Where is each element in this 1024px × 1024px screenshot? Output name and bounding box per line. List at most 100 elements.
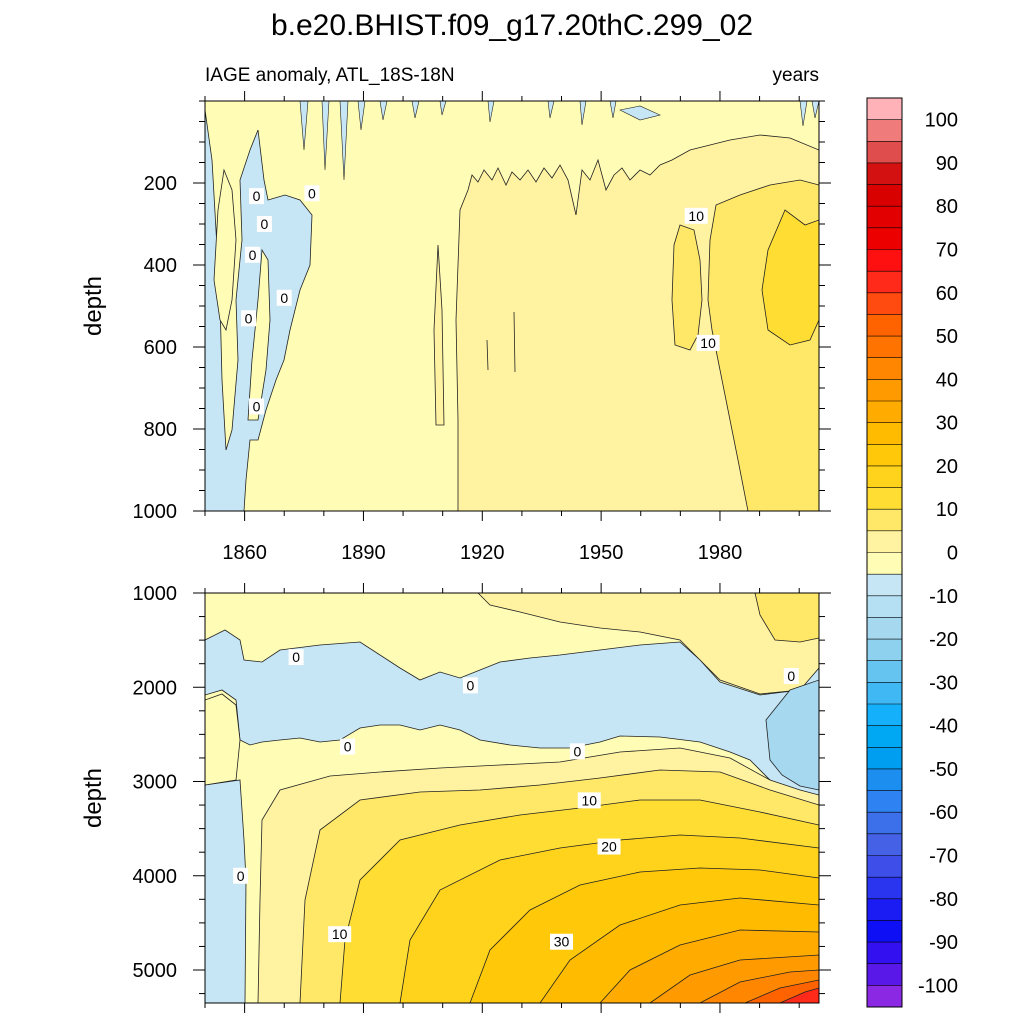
subtitle-right: years	[773, 65, 819, 86]
colorbar-box	[867, 768, 902, 791]
top-ylabel: depth	[80, 276, 107, 336]
top-contour-label: 0	[253, 188, 261, 204]
bottom-contour-fill	[205, 593, 819, 1003]
bot-contour-label-bg	[783, 667, 799, 684]
bot-band-neg-core	[765, 679, 819, 791]
bot-contour-label: 0	[467, 677, 475, 693]
bot-contour-label-bg	[577, 792, 601, 809]
top-contour-label: 0	[249, 247, 257, 263]
top-xtick-label: 1950	[579, 542, 624, 564]
colorbar-box	[867, 942, 902, 965]
top-contour-label: 10	[688, 208, 704, 224]
bot-contour-label: 0	[292, 649, 300, 665]
bot-contour-label-bg	[233, 867, 249, 884]
bot-contour-label-bg	[462, 677, 478, 694]
bot-contour-label: 0	[237, 868, 245, 884]
colorbar-label: -20	[929, 629, 958, 651]
top-contour-label: 0	[280, 290, 288, 306]
colorbar-label: 100	[925, 110, 958, 132]
colorbar-box	[867, 336, 902, 359]
top-ytick-label: 600	[144, 337, 177, 359]
colorbar-box	[867, 595, 902, 618]
top-ytick-label: 1000	[133, 501, 178, 523]
colorbar-label: 50	[936, 326, 958, 348]
colorbar-label: 80	[936, 196, 958, 218]
top-vline-a	[486, 339, 489, 371]
top-contour-label-bg	[304, 185, 320, 202]
colorbar-labels: 1009080706050403020100-10-20-30-40-50-60…	[918, 110, 958, 998]
top-xtick-label: 1890	[341, 542, 386, 564]
bot-ytick-label: 5000	[133, 960, 178, 982]
bottom-ylabel: depth	[80, 768, 107, 828]
top-contour-label-bg	[276, 289, 292, 306]
top-contour-label: 0	[253, 398, 261, 414]
top-xtick-label: 1980	[698, 542, 743, 564]
colorbar-label: -50	[929, 759, 958, 781]
colorbar-box	[867, 747, 902, 770]
colorbar-label: -40	[929, 716, 958, 738]
colorbar-box	[867, 444, 902, 467]
top-contour-label-bg	[256, 216, 272, 232]
colorbar-box	[867, 920, 902, 943]
colorbar-box	[867, 552, 902, 575]
colorbar-box	[867, 682, 902, 705]
colorbar-box	[867, 617, 902, 640]
bot-ytick-label: 4000	[133, 866, 178, 888]
bot-band-left-0	[205, 693, 241, 786]
colorbar-box	[867, 704, 902, 726]
colorbar-label: -10	[929, 586, 958, 608]
bot-contour-label-bg	[328, 926, 352, 943]
bot-ytick-label: 3000	[133, 772, 178, 794]
colorbar-box	[867, 574, 902, 597]
colorbar-box	[867, 314, 902, 337]
top-ytick-label: 400	[144, 255, 177, 277]
colorbar-box	[867, 833, 902, 856]
colorbar-box	[867, 812, 902, 835]
figure-title: b.e20.BHIST.f09_g17.20thC.299_02	[271, 9, 753, 42]
bot-contour-label-bg	[569, 743, 585, 760]
colorbar-box	[867, 963, 902, 986]
colorbar-box	[867, 855, 902, 878]
colorbar-label: 30	[936, 413, 958, 435]
bot-contour-label: 0	[344, 739, 352, 755]
bottom-panel-frame	[204, 592, 820, 1004]
colorbar-label: -60	[929, 802, 958, 824]
bot-contour-label: 0	[573, 743, 581, 759]
top-band-20-25	[761, 209, 819, 346]
colorbar-box	[867, 639, 902, 662]
colorbar-box	[867, 465, 902, 488]
colorbar-box	[867, 530, 902, 553]
colorbar-box	[867, 790, 902, 813]
bot-contour-label: 10	[332, 926, 348, 942]
top-band-15-20b	[671, 224, 703, 351]
colorbar-label: -70	[929, 846, 958, 868]
colorbar-label: 10	[936, 499, 958, 521]
colorbar-box	[867, 509, 902, 532]
colorbar-box	[867, 487, 902, 510]
top-vline-b	[513, 311, 516, 373]
colorbar-label: -90	[929, 932, 958, 954]
colorbar-label: 70	[936, 240, 958, 262]
colorbar-label: -80	[929, 889, 958, 911]
colorbar-box	[867, 206, 902, 229]
top-band-0-patch	[213, 168, 237, 332]
colorbar-label: 90	[936, 153, 958, 175]
top-xtick-label: 1920	[460, 542, 505, 564]
colorbar-label: -100	[918, 975, 958, 997]
colorbar-box	[867, 660, 902, 683]
top-contour-label: 0	[308, 185, 316, 201]
colorbar-box	[867, 271, 902, 294]
top-ytick-label: 800	[144, 419, 177, 441]
colorbar-box	[867, 292, 902, 315]
bot-ytick-label: 2000	[133, 677, 178, 699]
bot-contour-label: 20	[601, 839, 617, 855]
top-contour-label-bg	[245, 246, 261, 263]
top-contour-label-bg	[696, 334, 720, 351]
colorbar-box	[867, 401, 902, 423]
colorbar-box	[867, 985, 902, 1008]
top-contour-label-bg	[248, 188, 264, 205]
colorbar-box	[867, 119, 902, 142]
top-contour-label-bg	[684, 207, 708, 224]
colorbar-box	[867, 422, 902, 445]
